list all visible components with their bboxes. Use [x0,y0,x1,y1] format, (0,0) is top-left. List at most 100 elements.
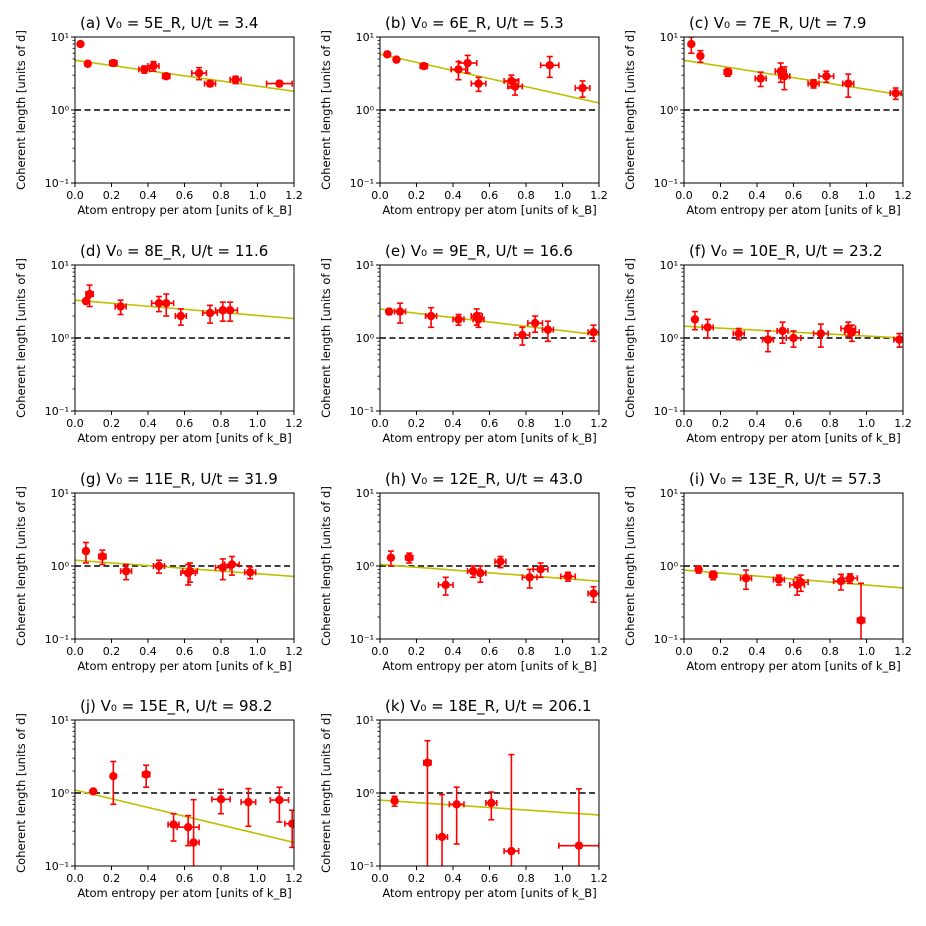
x-tick-label: 1.2 [285,189,303,202]
data-point [789,333,798,343]
x-axis-label: Atom entropy per atom [units of k_B] [382,431,596,445]
panel-c: 0.0 0.2 0.4 0.6 0.8 1.0 1.2 10⁻¹ 10⁰ 10¹ Atom entr… [623,14,912,217]
data-point [275,79,284,88]
x-tick-label: 0.4 [139,645,157,658]
plot-area [684,565,903,639]
data-point [227,560,237,569]
y-tick-label: 10⁻¹ [45,633,69,646]
data-point [687,39,696,49]
y-tick-label: 10⁰ [356,560,375,573]
x-tick-label: 0.2 [103,645,121,658]
data-point [454,65,463,74]
data-point [185,566,195,576]
data-point [386,553,396,562]
x-axis-label: Atom entropy per atom [units of k_B] [77,659,291,673]
data-point [109,58,118,68]
panel-a: 0.0 0.2 0.4 0.6 0.8 1.0 1.2 10⁻¹ 10⁰ 10¹ Atom entr… [14,14,303,217]
panel-title: (e) V₀ = 9E_R, U/t = 16.6 [385,242,573,261]
y-tick-label: 10¹ [356,487,374,500]
x-tick-label: 0.0 [66,645,84,658]
x-tick-label: 0.6 [176,645,194,658]
x-tick-label: 1.0 [249,189,267,202]
data-point [809,79,818,88]
data-point [545,61,554,70]
x-tick-label: 0.0 [371,417,389,430]
panel-title: (h) V₀ = 12E_R, U/t = 43.0 [385,470,583,489]
plot-area [684,37,903,111]
y-tick-label: 10⁰ [356,787,375,800]
x-tick-label: 0.8 [821,645,839,658]
y-tick-label: 10⁻¹ [350,633,374,646]
x-tick-label: 1.2 [894,645,912,658]
x-tick-label: 0.2 [103,872,121,885]
data-point [518,330,527,340]
x-tick-label: 0.4 [748,417,766,430]
x-tick-label: 0.2 [408,189,426,202]
y-tick-label: 10⁻¹ [350,860,374,873]
y-tick-label: 10¹ [660,259,678,272]
data-point [405,553,414,562]
data-point [287,819,294,828]
x-tick-label: 0.4 [139,872,157,885]
data-point [563,572,573,581]
y-axis-label: Coherent length [units of d] [623,486,637,646]
x-axis-label: Atom entropy per atom [units of k_B] [382,659,596,673]
fit-line [684,59,903,96]
data-point [844,79,853,88]
x-tick-label: 1.2 [285,645,303,658]
x-tick-label: 0.4 [444,645,462,658]
x-axis-label: Atom entropy per atom [units of k_B] [686,659,900,673]
data-point [149,61,158,71]
data-point [487,798,496,808]
panel-b: 0.0 0.2 0.4 0.6 0.8 1.0 1.2 10⁻¹ 10⁰ 10¹ Atom entr… [319,14,608,217]
x-axis-label: Atom entropy per atom [units of k_B] [77,886,291,900]
x-tick-label: 0.0 [66,417,84,430]
data-point [741,574,751,583]
data-point [216,795,226,804]
plot-area [684,310,903,353]
y-tick-label: 10⁰ [51,332,70,345]
x-tick-label: 0.2 [712,417,730,430]
x-tick-label: 0.4 [444,189,462,202]
data-point [225,306,235,315]
data-point [763,335,773,344]
x-tick-label: 0.2 [712,645,730,658]
x-axis-label: Atom entropy per atom [units of k_B] [686,431,900,445]
data-point [426,311,436,321]
data-point [83,59,92,68]
data-point [891,88,900,98]
y-axis-label: Coherent length [units of d] [319,30,333,190]
data-point [437,832,447,842]
data-point [756,74,765,83]
data-point [395,307,405,316]
panel-i: 0.0 0.2 0.4 0.6 0.8 1.0 1.2 10⁻¹ 10⁰ 10¹ Atom entr… [623,470,912,673]
x-tick-label: 1.0 [554,645,572,658]
x-tick-label: 0.6 [481,189,499,202]
data-point [463,58,472,68]
x-tick-label: 0.2 [103,189,121,202]
data-point [536,565,545,574]
fit-line [75,299,294,320]
fit-line [380,53,599,104]
data-point [778,326,787,336]
x-tick-label: 0.4 [748,645,766,658]
y-tick-label: 10⁰ [660,560,679,573]
panel-f: 0.0 0.2 0.4 0.6 0.8 1.0 1.2 10⁻¹ 10⁰ 10¹ Atom entr… [623,242,912,445]
x-tick-label: 1.0 [249,417,267,430]
x-tick-label: 0.0 [675,645,693,658]
data-point [468,566,478,576]
x-tick-label: 0.6 [176,189,194,202]
x-tick-label: 1.0 [858,645,876,658]
data-point [816,329,826,338]
y-tick-label: 10⁰ [356,332,375,345]
data-point [81,546,91,556]
y-tick-label: 10⁰ [660,104,679,117]
x-tick-label: 1.2 [285,872,303,885]
panel-title: (k) V₀ = 18E_R, U/t = 206.1 [385,697,592,716]
x-axis-label: Atom entropy per atom [units of k_B] [382,203,596,217]
y-tick-label: 10¹ [356,259,374,272]
data-point [109,771,118,781]
data-point [85,289,94,299]
x-tick-label: 0.4 [139,417,157,430]
